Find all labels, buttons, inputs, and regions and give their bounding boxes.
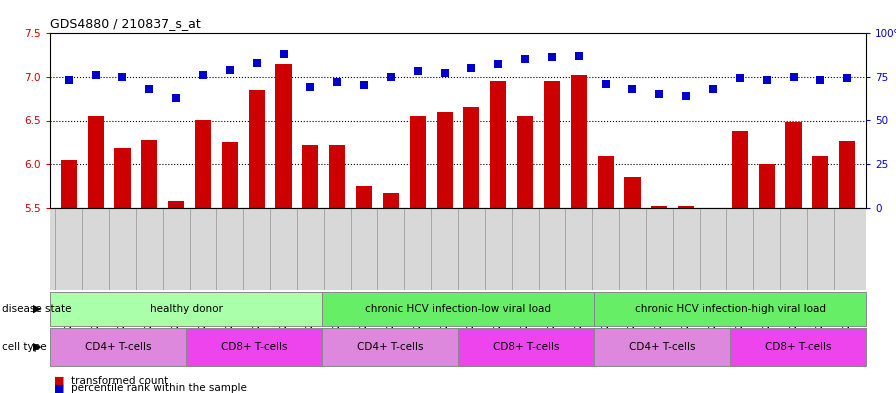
Text: ▶: ▶	[32, 304, 41, 314]
Text: ■: ■	[55, 375, 65, 386]
Bar	[544, 81, 560, 208]
Text: chronic HCV infection-low viral load: chronic HCV infection-low viral load	[365, 304, 551, 314]
Bar	[88, 116, 104, 208]
Text: ▶: ▶	[32, 342, 41, 352]
Point	[840, 75, 855, 82]
Point	[249, 60, 263, 66]
Bar	[594, 328, 730, 366]
Bar	[786, 122, 802, 208]
Point	[89, 72, 103, 78]
Point	[572, 53, 586, 59]
Text: CD8+ T-cells: CD8+ T-cells	[765, 342, 831, 352]
Point	[410, 68, 425, 75]
Point	[142, 86, 157, 92]
Point	[169, 95, 184, 101]
Bar	[840, 141, 856, 208]
Text: CD8+ T-cells: CD8+ T-cells	[493, 342, 559, 352]
Bar	[436, 112, 452, 208]
Point	[787, 73, 801, 80]
Bar	[322, 328, 458, 366]
Point	[116, 73, 130, 80]
Point	[545, 54, 559, 61]
Point	[733, 75, 747, 82]
Bar	[409, 116, 426, 208]
Bar	[61, 160, 77, 208]
Bar	[651, 206, 668, 208]
Point	[62, 77, 76, 83]
Point	[491, 61, 505, 68]
Bar	[732, 131, 748, 208]
Bar	[517, 116, 533, 208]
Bar	[168, 201, 185, 208]
Point	[679, 93, 694, 99]
Point	[706, 86, 720, 92]
Point	[357, 83, 371, 89]
Bar	[759, 164, 775, 208]
Text: CD8+ T-cells: CD8+ T-cells	[220, 342, 288, 352]
Text: percentile rank within the sample: percentile rank within the sample	[71, 383, 246, 393]
Bar	[625, 177, 641, 208]
Point	[223, 66, 237, 73]
Point	[599, 81, 613, 87]
Text: GDS4880 / 210837_s_at: GDS4880 / 210837_s_at	[50, 17, 201, 30]
Bar	[195, 121, 211, 208]
Point	[518, 56, 532, 62]
Text: cell type: cell type	[2, 342, 47, 352]
Bar	[598, 156, 614, 208]
Text: ■: ■	[55, 383, 65, 393]
Bar	[329, 145, 345, 208]
Bar	[571, 75, 587, 208]
Point	[196, 72, 211, 78]
Bar	[383, 193, 399, 208]
Bar	[594, 292, 866, 326]
Bar	[458, 328, 594, 366]
Point	[464, 65, 478, 71]
Text: transformed count: transformed count	[71, 375, 168, 386]
Text: CD4+ T-cells: CD4+ T-cells	[629, 342, 695, 352]
Text: CD4+ T-cells: CD4+ T-cells	[85, 342, 151, 352]
Bar	[322, 292, 594, 326]
Point	[814, 77, 828, 83]
Text: healthy donor: healthy donor	[150, 304, 222, 314]
Bar	[50, 328, 186, 366]
Bar	[275, 64, 291, 208]
Text: CD4+ T-cells: CD4+ T-cells	[357, 342, 423, 352]
Bar	[186, 328, 322, 366]
Bar	[678, 206, 694, 208]
Point	[652, 91, 667, 97]
Bar	[813, 156, 829, 208]
Bar	[356, 186, 372, 208]
Bar	[463, 107, 479, 208]
Point	[760, 77, 774, 83]
Point	[625, 86, 640, 92]
Bar	[142, 140, 158, 208]
Point	[383, 73, 398, 80]
Text: disease state: disease state	[2, 304, 72, 314]
Point	[330, 79, 344, 85]
Bar	[490, 81, 506, 208]
Bar	[222, 142, 238, 208]
Point	[437, 70, 452, 76]
Bar	[730, 328, 866, 366]
Bar	[115, 149, 131, 208]
Point	[303, 84, 317, 90]
Bar	[50, 292, 322, 326]
Bar	[302, 145, 318, 208]
Bar	[248, 90, 264, 208]
Point	[276, 51, 290, 57]
Text: chronic HCV infection-high viral load: chronic HCV infection-high viral load	[634, 304, 825, 314]
